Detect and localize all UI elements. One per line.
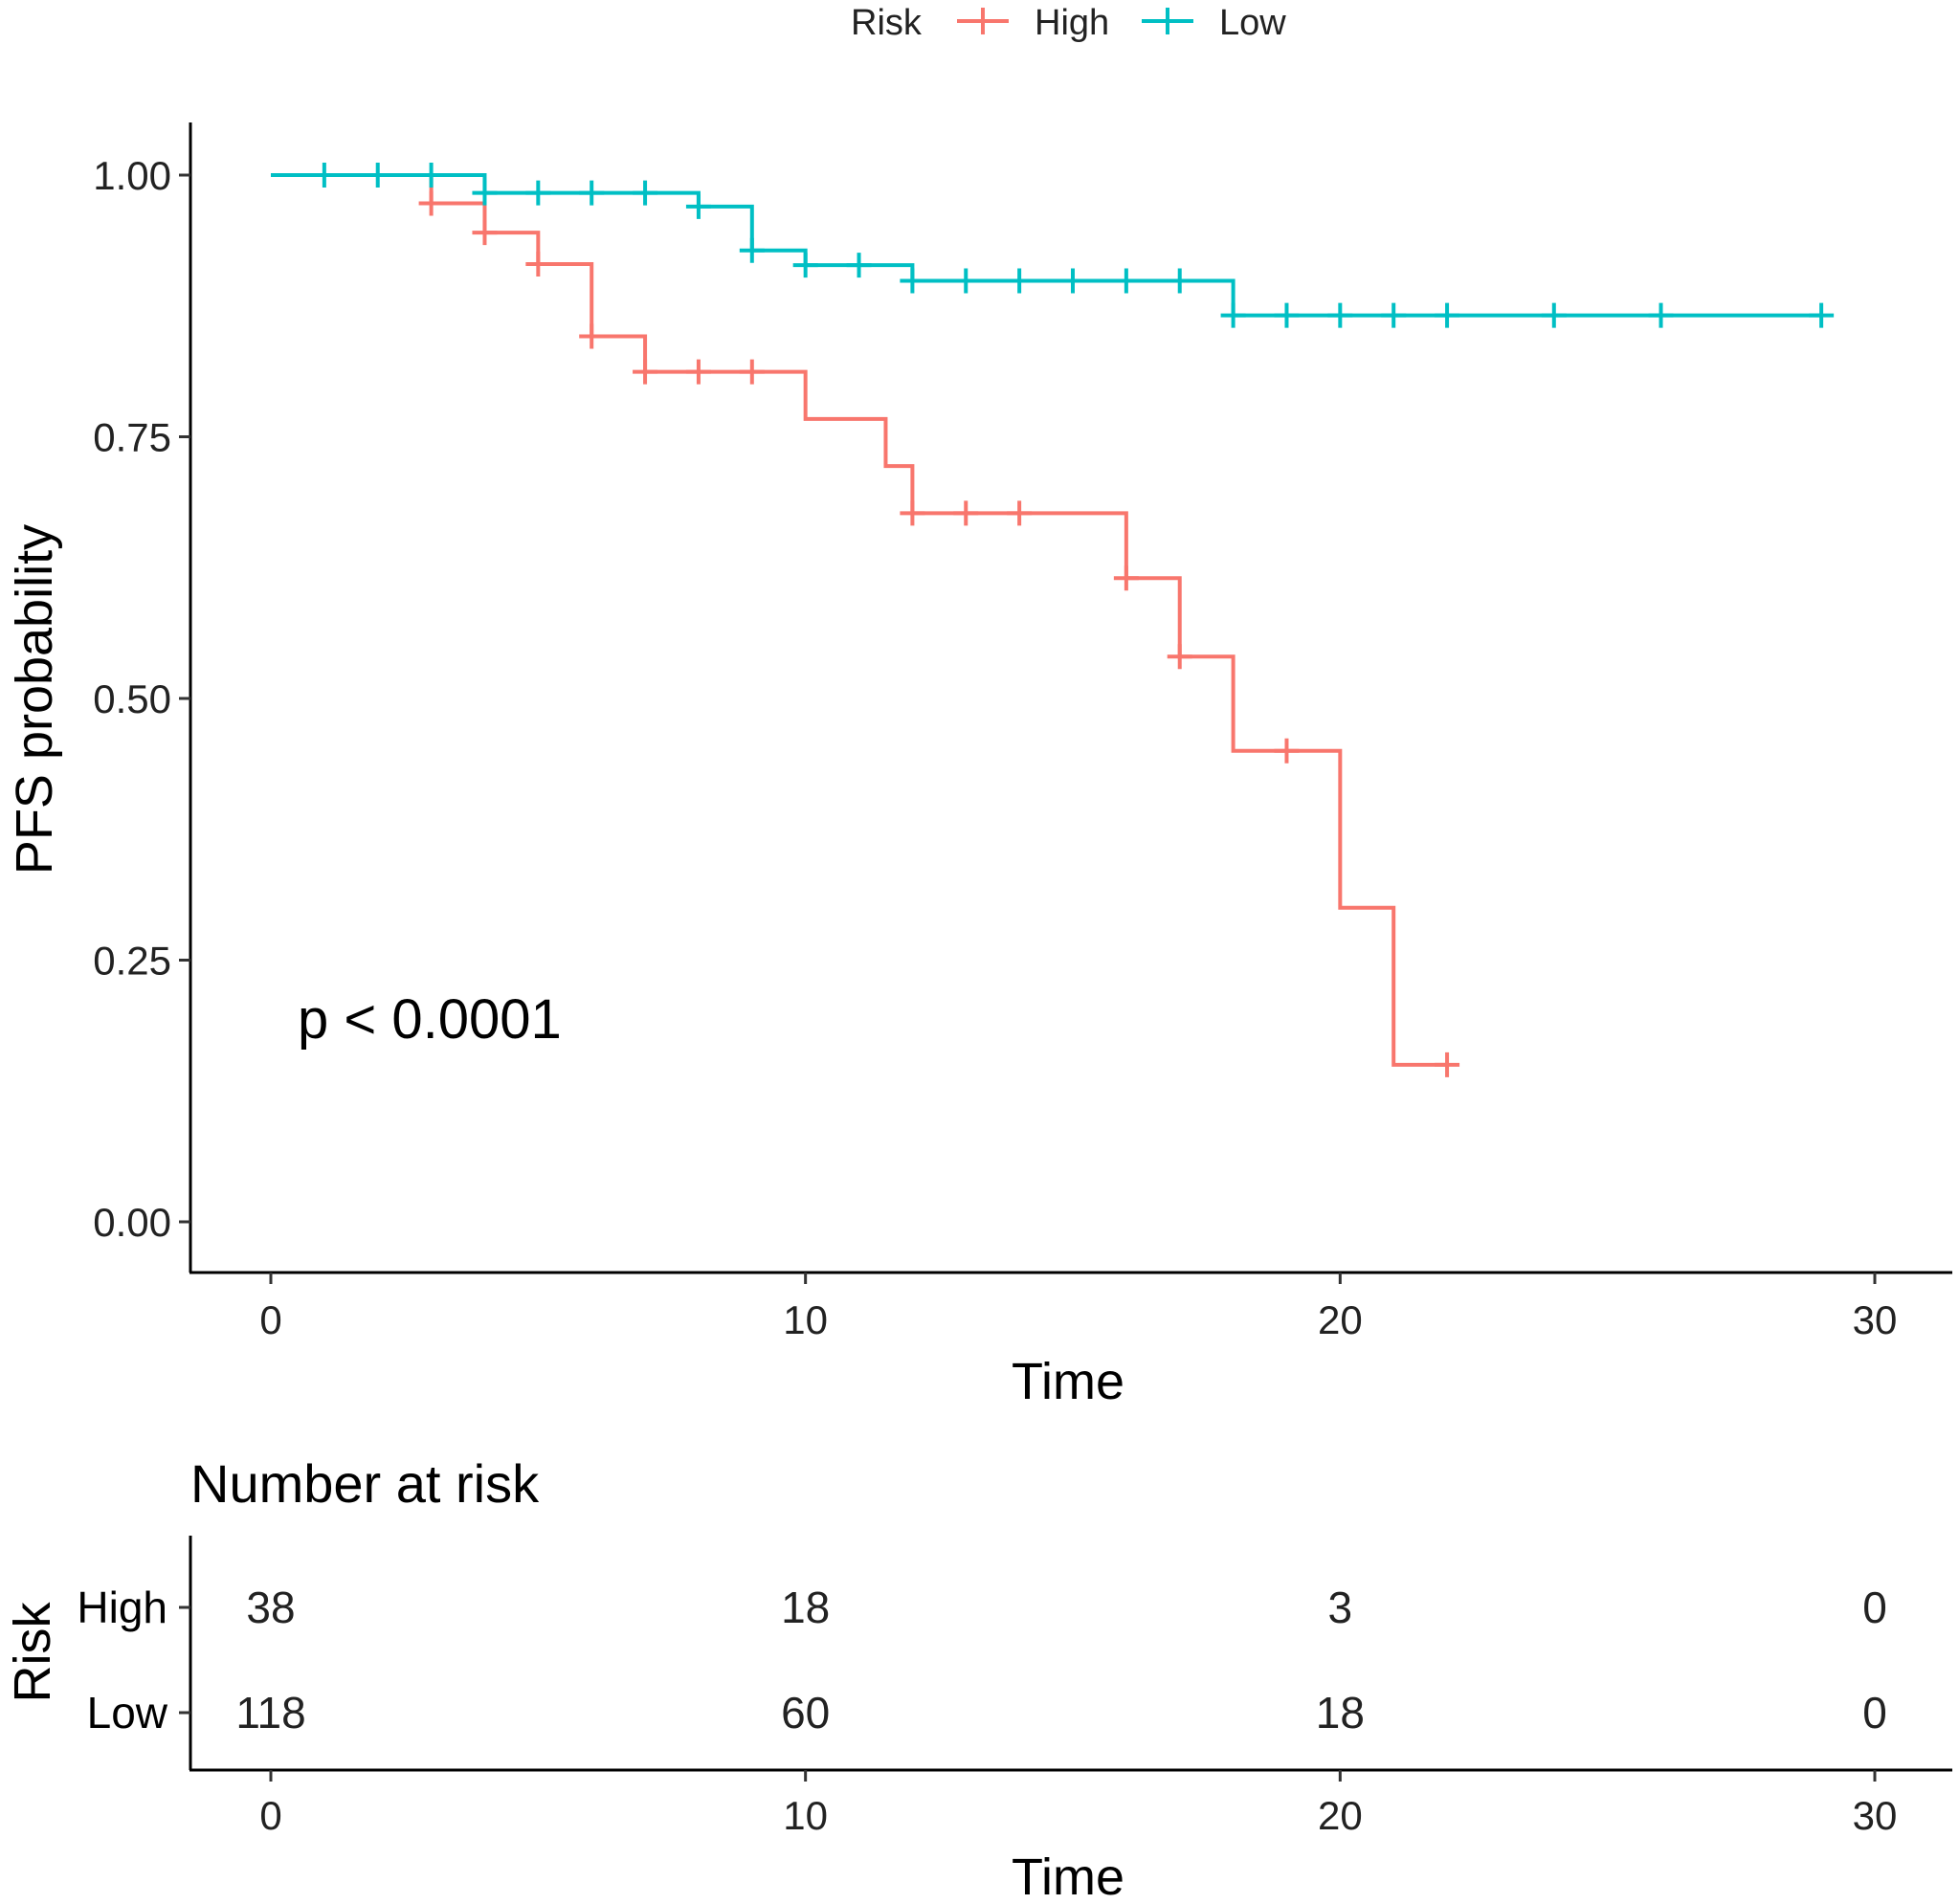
censor-mark — [633, 359, 658, 385]
y-tick-label: 0.25 — [93, 939, 171, 984]
censor-mark — [1060, 268, 1085, 294]
censor-mark — [472, 220, 498, 246]
censor-mark — [739, 237, 765, 263]
censor-mark — [953, 500, 979, 526]
censor-mark — [1113, 565, 1139, 591]
legend-key-low — [1142, 8, 1193, 34]
censor-mark — [1220, 302, 1246, 328]
censor-mark — [1274, 738, 1300, 764]
censor-mark — [1809, 302, 1835, 328]
risk-count: 18 — [1316, 1688, 1365, 1738]
y-axis-title: PFS probability — [6, 524, 63, 875]
y-tick-label: 0.75 — [93, 415, 171, 460]
censor-mark — [579, 323, 605, 349]
series-high — [271, 173, 1460, 1077]
censor-mark — [633, 180, 658, 206]
censor-mark — [1167, 268, 1192, 294]
curve-low — [271, 173, 1822, 318]
risk-count: 60 — [781, 1688, 830, 1738]
censor-mark — [1435, 1052, 1460, 1077]
legend-key-high — [957, 8, 1009, 34]
y-tick-label: 0.00 — [93, 1200, 171, 1245]
risk-count: 0 — [1862, 1583, 1887, 1632]
censor-mark — [739, 359, 765, 385]
censor-mark — [525, 251, 551, 277]
risk-count: 118 — [235, 1688, 305, 1738]
censor-mark — [418, 163, 444, 188]
censor-mark — [900, 268, 925, 294]
censor-mark — [1007, 268, 1033, 294]
survival-plot: 0.000.250.500.751.00 0 10 20 30 p < 0.0001 … — [6, 122, 1952, 1410]
legend-title: Risk — [851, 3, 923, 43]
censor-mark — [953, 268, 979, 294]
censor-mark — [1648, 302, 1674, 328]
risk-count: 18 — [781, 1583, 830, 1632]
censor-mark — [1381, 302, 1407, 328]
legend-label-high: High — [1035, 3, 1109, 43]
risk-row-label: High — [77, 1583, 167, 1632]
x-tick-label: 0 — [259, 1297, 281, 1342]
censor-mark — [900, 500, 925, 526]
risk-row-label: Low — [87, 1688, 168, 1738]
legend: Risk High Low — [851, 3, 1286, 43]
censor-mark — [792, 253, 818, 278]
series-low — [271, 163, 1835, 328]
censor-mark — [1113, 268, 1139, 294]
censor-mark — [1007, 500, 1033, 526]
censor-mark — [1435, 302, 1460, 328]
risk-y-axis-title: Risk — [4, 1602, 61, 1703]
censor-mark — [1167, 644, 1192, 670]
p-value-annotation: p < 0.0001 — [298, 988, 562, 1051]
x-tick-label: 30 — [1853, 1297, 1898, 1342]
risk-count: 3 — [1328, 1583, 1353, 1632]
risk-x-ticks: 0 10 20 30 — [259, 1770, 1897, 1838]
survival-curves — [271, 163, 1835, 1077]
risk-table-title: Number at risk — [190, 1453, 540, 1514]
risk-x-tick-label: 0 — [259, 1793, 281, 1838]
censor-mark — [685, 359, 711, 385]
censor-mark — [1274, 302, 1300, 328]
y-ticks: 0.00 0.25 0.50 0.75 1.00 — [93, 153, 190, 1245]
censor-mark — [472, 180, 498, 206]
censor-mark — [579, 180, 605, 206]
censor-mark — [418, 190, 444, 216]
risk-x-tick-label: 20 — [1318, 1793, 1363, 1838]
risk-rows: High 38 18 3 0 Low 118 60 18 0 — [77, 1583, 1886, 1738]
censor-mark — [311, 163, 337, 188]
y-tick-label: 0.50 — [93, 676, 171, 721]
risk-x-axis-title: Time — [1012, 1849, 1124, 1904]
censor-mark — [685, 193, 711, 219]
censor-mark — [365, 163, 390, 188]
x-tick-label: 10 — [783, 1297, 828, 1342]
x-ticks: 0 10 20 30 — [259, 1273, 1897, 1342]
y-tick-label: 1.00 — [93, 153, 171, 198]
censor-mark — [525, 180, 551, 206]
risk-count: 0 — [1862, 1688, 1887, 1738]
curve-high — [271, 173, 1448, 1067]
x-tick-label: 20 — [1318, 1297, 1363, 1342]
censor-mark — [846, 253, 872, 278]
censor-mark — [1541, 302, 1567, 328]
risk-x-tick-label: 30 — [1853, 1793, 1898, 1838]
risk-x-tick-label: 10 — [783, 1793, 828, 1838]
censor-mark — [1327, 302, 1353, 328]
risk-count: 38 — [246, 1583, 295, 1632]
x-axis-title: Time — [1012, 1353, 1124, 1410]
legend-label-low: Low — [1219, 3, 1286, 43]
